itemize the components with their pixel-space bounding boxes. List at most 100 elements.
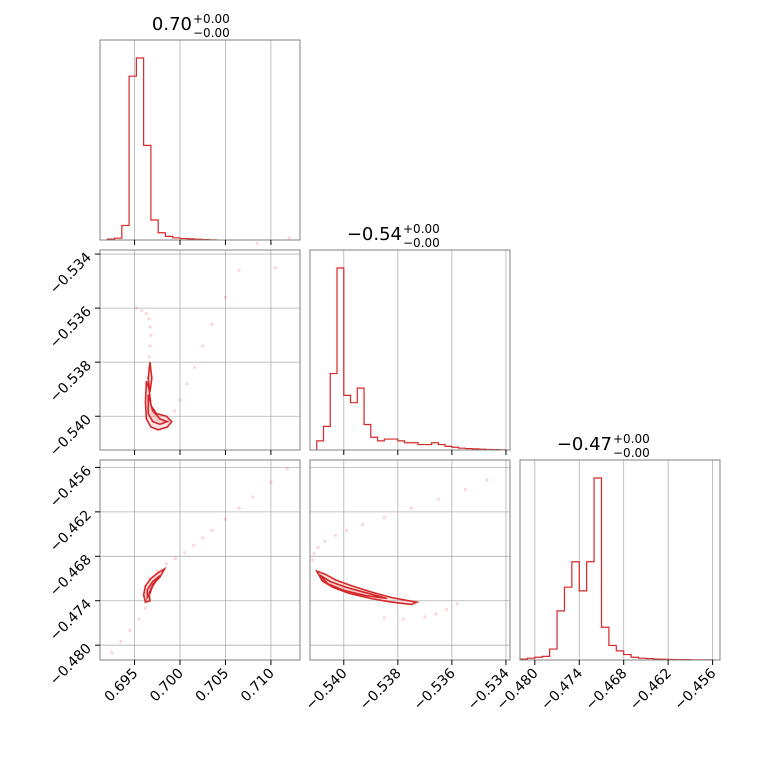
sample-point — [210, 528, 214, 532]
histogram-step-line — [106, 57, 217, 241]
density-contour — [147, 362, 153, 392]
panel-frame — [309, 459, 511, 661]
y-tick-label: −0.538 — [47, 358, 95, 406]
y-tick-label: −0.474 — [47, 596, 95, 644]
joint-panel-0-2 — [99, 459, 301, 661]
histogram-panel-1: −0.54 +0.00−0.00 — [309, 222, 511, 451]
sample-point — [423, 615, 427, 619]
title-value: −0.47 — [557, 434, 612, 455]
sample-point — [119, 639, 123, 644]
x-tick-label: −0.468 — [583, 666, 631, 714]
sample-point — [148, 325, 152, 329]
sample-point — [361, 522, 365, 527]
sample-point — [201, 344, 205, 348]
sample-point — [409, 506, 413, 510]
x-tick-label: −0.540 — [303, 666, 351, 714]
x-tick-label: −0.462 — [627, 666, 675, 714]
sample-point — [134, 306, 138, 310]
sample-point — [149, 333, 153, 337]
y-tick-label: −0.536 — [47, 304, 95, 352]
sample-point — [147, 317, 151, 321]
sample-point — [164, 562, 168, 566]
x-tick-label: −0.536 — [411, 665, 459, 713]
sample-point — [147, 355, 151, 359]
sample-point — [143, 606, 148, 610]
x-tick-label: 0.705 — [193, 666, 233, 706]
x-tick-label: 0.695 — [102, 666, 142, 706]
sample-point — [312, 551, 316, 555]
sample-point — [173, 556, 178, 561]
sample-point — [311, 558, 315, 562]
x-tick-label: 0.710 — [238, 666, 278, 706]
sample-point — [223, 517, 228, 521]
sample-point — [463, 488, 468, 492]
panel-frame — [99, 39, 301, 241]
panel-frame — [99, 249, 301, 451]
sample-point — [237, 268, 241, 272]
sample-point — [128, 628, 132, 632]
title-minus-error: −0.00 — [193, 26, 230, 40]
sample-point — [201, 536, 205, 540]
title-plus-error: +0.00 — [193, 12, 230, 26]
sample-point — [344, 528, 349, 532]
sample-point — [255, 241, 259, 245]
sample-point — [273, 265, 278, 270]
title-plus-error: +0.00 — [613, 432, 650, 446]
density-contour — [315, 569, 420, 606]
sample-point — [185, 382, 189, 386]
sample-point — [436, 497, 440, 501]
sample-point — [251, 495, 255, 499]
histogram-panel-2: −0.47 +0.00−0.00 — [519, 432, 721, 661]
x-tick-label: −0.538 — [357, 666, 405, 714]
panel-frame — [519, 459, 721, 661]
y-tick-label: −0.540 — [47, 412, 95, 460]
sample-point — [110, 650, 114, 655]
sample-point — [140, 309, 144, 313]
y-tick-label: −0.462 — [47, 507, 95, 555]
title-minus-error: −0.00 — [613, 446, 650, 460]
x-tick-label: 0.700 — [147, 666, 187, 706]
panel-frame — [309, 249, 511, 451]
sample-point — [382, 616, 386, 620]
sample-point — [137, 617, 141, 621]
density-contour — [146, 574, 161, 601]
param-title-0: 0.70 +0.00−0.00 — [152, 12, 230, 40]
sample-point — [192, 543, 196, 547]
y-tick-label: −0.534 — [47, 250, 95, 298]
joint-panel-0-1 — [99, 236, 301, 451]
histogram-step-line — [519, 477, 714, 661]
sample-point — [382, 516, 386, 520]
density-contour — [147, 394, 170, 426]
sample-point — [210, 322, 214, 326]
sample-point — [178, 398, 182, 402]
sample-point — [192, 365, 197, 370]
param-title-1: −0.54 +0.00−0.00 — [347, 222, 440, 250]
sample-point — [148, 344, 152, 348]
sample-point — [182, 550, 187, 555]
sample-point — [237, 506, 241, 510]
sample-point — [401, 617, 405, 621]
sample-point — [144, 311, 148, 316]
sample-point — [485, 478, 489, 482]
sample-point — [316, 545, 320, 550]
x-tick-label: −0.474 — [538, 665, 586, 713]
y-tick-label: −0.480 — [47, 641, 95, 689]
density-contour — [318, 574, 388, 600]
param-title-2: −0.47 +0.00−0.00 — [557, 432, 650, 460]
sample-point — [223, 295, 228, 299]
sample-point — [334, 533, 338, 538]
sample-point — [323, 539, 327, 544]
title-value: 0.70 — [152, 14, 192, 35]
joint-panel-1-2 — [309, 459, 511, 661]
sample-point — [287, 236, 291, 240]
x-tick-label: −0.456 — [671, 665, 719, 713]
title-value: −0.54 — [347, 224, 402, 245]
panel-frame — [99, 459, 301, 661]
histogram-step-line — [316, 267, 507, 451]
title-minus-error: −0.00 — [403, 236, 440, 250]
histogram-panel-0: 0.70 +0.00−0.00 — [99, 12, 301, 241]
title-plus-error: +0.00 — [403, 222, 440, 236]
sample-point — [444, 608, 449, 612]
sample-point — [434, 612, 438, 616]
